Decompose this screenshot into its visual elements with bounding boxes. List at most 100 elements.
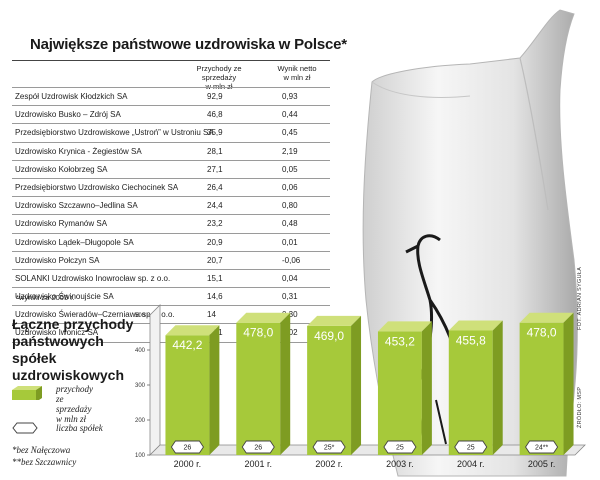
- net-value: 0,44: [282, 110, 298, 120]
- table-row: Uzdrowisko Kołobrzeg SA 27,1 0,05: [12, 159, 330, 178]
- bar-top: [236, 312, 291, 323]
- category-label: 2004 r.: [457, 459, 485, 469]
- revenue-value: 92,9: [207, 92, 223, 101]
- company-count-label: 26: [254, 445, 262, 452]
- bar-value-label: 442,2: [172, 338, 202, 352]
- net-value: 0,93: [282, 92, 298, 101]
- company-count-hexagon: [525, 440, 559, 454]
- revenue-value: 26,4: [207, 182, 223, 192]
- company-count-hexagon: [312, 440, 346, 454]
- bar-value-label: 453,2: [385, 334, 415, 348]
- legend-hexagon-icon: [12, 422, 38, 434]
- bar-value-label: 478,0: [243, 326, 273, 340]
- net-value: 0,31: [282, 292, 298, 302]
- revenue-value: 27,1: [207, 164, 223, 174]
- category-label: 2005 r.: [528, 459, 556, 469]
- category-label: 2002 r.: [315, 459, 343, 469]
- company-name: Uzdrowisko Szczawno–Jedlina SA: [15, 201, 138, 211]
- bar-top: [448, 320, 503, 331]
- revenue-value: 14,6: [207, 292, 223, 302]
- chart-notes: *bez Nałęczowa **bez Szczawnicy: [12, 445, 77, 467]
- category-label: 2000 r.: [174, 459, 202, 469]
- net-value: 0,48: [282, 219, 298, 229]
- bar-value-label: 478,0: [527, 326, 557, 340]
- table-header: Przychody ze sprzedaży w mln zł Wynik net…: [12, 60, 330, 91]
- company-count-label: 25: [467, 445, 475, 452]
- net-header: Wynik netto w mln zł: [277, 64, 317, 82]
- y-tick-label: 400: [135, 348, 146, 354]
- bar: [236, 322, 281, 455]
- photo-credit: FOT. ADRIAN SYGUŁA: [577, 266, 583, 330]
- net-value: 0,06: [282, 182, 298, 192]
- bar-side: [563, 312, 574, 455]
- bar-value-label: 455,8: [456, 333, 486, 347]
- revenue-value: 15,1: [207, 273, 223, 283]
- company-name: Uzdrowisko Iwonicz SA: [15, 328, 99, 338]
- category-label: 2003 r.: [386, 459, 414, 469]
- revenue-value: 46,8: [207, 110, 223, 120]
- table-row: Uzdrowisko Krynica - Żegiestów SA 28,1 2,1…: [12, 141, 330, 160]
- company-count-hexagon: [241, 440, 275, 454]
- net-value: 0,04: [282, 273, 298, 283]
- company-name: Uzdrowisko Busko – Zdrój SA: [15, 110, 121, 120]
- table-row: Uzdrowisko Połczyn SA 20,7 -0,06: [12, 250, 330, 269]
- revenue-value: 14: [207, 310, 216, 320]
- table-row: Przedsiębiorstwo Uzdrowiskowe „Ustroń” w…: [12, 123, 330, 141]
- company-count-label: 25*: [324, 445, 335, 452]
- source-credit: ŹRÓDŁO: MSP: [577, 386, 583, 428]
- table-row: Zespół Uzdrowisk Kłodzkich SA 92,9 0,93: [12, 87, 330, 105]
- company-name: Zespół Uzdrowisk Kłodzkich SA: [15, 92, 128, 101]
- net-value: 2,19: [282, 146, 298, 156]
- table-row: Uzdrowisko Szczawno–Jedlina SA 24,4 0,80: [12, 196, 330, 214]
- company-count-hexagon: [454, 440, 488, 454]
- net-value: 0,01: [282, 237, 298, 247]
- company-name: Uzdrowisko Lądek–Długopole SA: [15, 237, 134, 247]
- revenue-value: 35,9: [207, 128, 223, 138]
- bar-top: [377, 321, 432, 332]
- bar-side: [421, 321, 432, 455]
- net-value: 0,80: [282, 201, 298, 211]
- company-count-hexagon: [383, 440, 417, 454]
- table-row: Przedsiębiorstwo Uzdrowisko Ciechocinek …: [12, 177, 330, 196]
- revenue-value: 24,4: [207, 201, 223, 211]
- y-tick-label: 300: [135, 383, 146, 389]
- company-name: Uzdrowisko Świeradów–Czerniawa sp. z o.o…: [15, 310, 175, 320]
- company-name: Uzdrowisko Krynica - Żegiestów SA: [15, 146, 142, 156]
- company-count-label: 25: [396, 445, 404, 452]
- y-tick-label: 100: [135, 453, 146, 459]
- bar: [307, 325, 352, 455]
- net-value: -0,06: [282, 255, 301, 265]
- bar-side: [280, 312, 291, 455]
- company-name: Uzdrowisko Kołobrzeg SA: [15, 164, 108, 174]
- table-body: Zespół Uzdrowisk Kłodzkich SA 92,9 0,93 Uzd…: [12, 87, 330, 343]
- bar: [448, 330, 493, 455]
- bar-side: [351, 315, 362, 455]
- chart-title: Łączne przychody państwowych spółek uzdr…: [12, 316, 134, 383]
- net-value: 0,05: [282, 164, 298, 174]
- axis-wall: [149, 304, 161, 456]
- bar-top: [519, 312, 574, 323]
- spa-table: Przychody ze sprzedaży w mln zł Wynik net…: [12, 60, 330, 343]
- revenue-value: 23,2: [207, 219, 223, 229]
- company-count-label: 26: [184, 445, 192, 452]
- y-tick-label: 200: [135, 418, 146, 424]
- revenue-value: 20,9: [207, 237, 223, 247]
- revenue-value: 20,7: [207, 255, 223, 265]
- company-name: Uzdrowisko Rymanów SA: [15, 219, 108, 229]
- bar-value-label: 469,0: [314, 329, 344, 343]
- company-name: SOLANKI Uzdrowisko Inowrocław sp. z o.o.: [15, 273, 171, 283]
- bar: [519, 322, 564, 455]
- company-name: Przedsiębiorstwo Uzdrowisko Ciechocinek …: [15, 182, 179, 192]
- table-row: Uzdrowisko Rymanów SA 23,2 0,48: [12, 214, 330, 232]
- company-name: Przedsiębiorstwo Uzdrowiskowe „Ustroń” w…: [15, 128, 214, 138]
- company-count-label: 24**: [535, 445, 549, 452]
- category-label: 2001 r.: [244, 459, 272, 469]
- legend-bar-swatch: [12, 386, 42, 400]
- bar: [165, 335, 210, 455]
- table-title: Największe państwowe uzdrowiska w Polsce…: [30, 36, 347, 53]
- table-row: SOLANKI Uzdrowisko Inowrocław sp. z o.o.…: [12, 268, 330, 287]
- company-count-hexagon: [170, 440, 204, 454]
- bar: [377, 331, 422, 455]
